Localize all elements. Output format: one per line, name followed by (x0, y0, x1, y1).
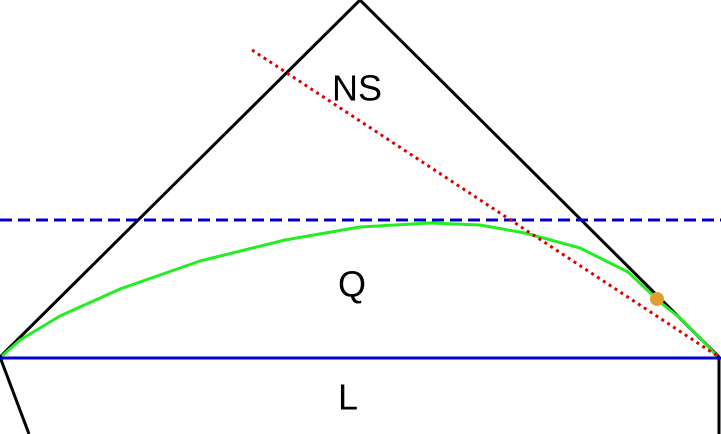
left-lower-edge (0, 356, 31, 434)
label-bottom: L (338, 377, 358, 418)
triangle-outline (0, 0, 721, 359)
green-curve (1, 221, 719, 358)
label-top: NS (332, 68, 382, 109)
label-middle: Q (338, 264, 366, 305)
orange-point (650, 292, 664, 306)
dotted-diagonal-line (251, 48, 720, 359)
